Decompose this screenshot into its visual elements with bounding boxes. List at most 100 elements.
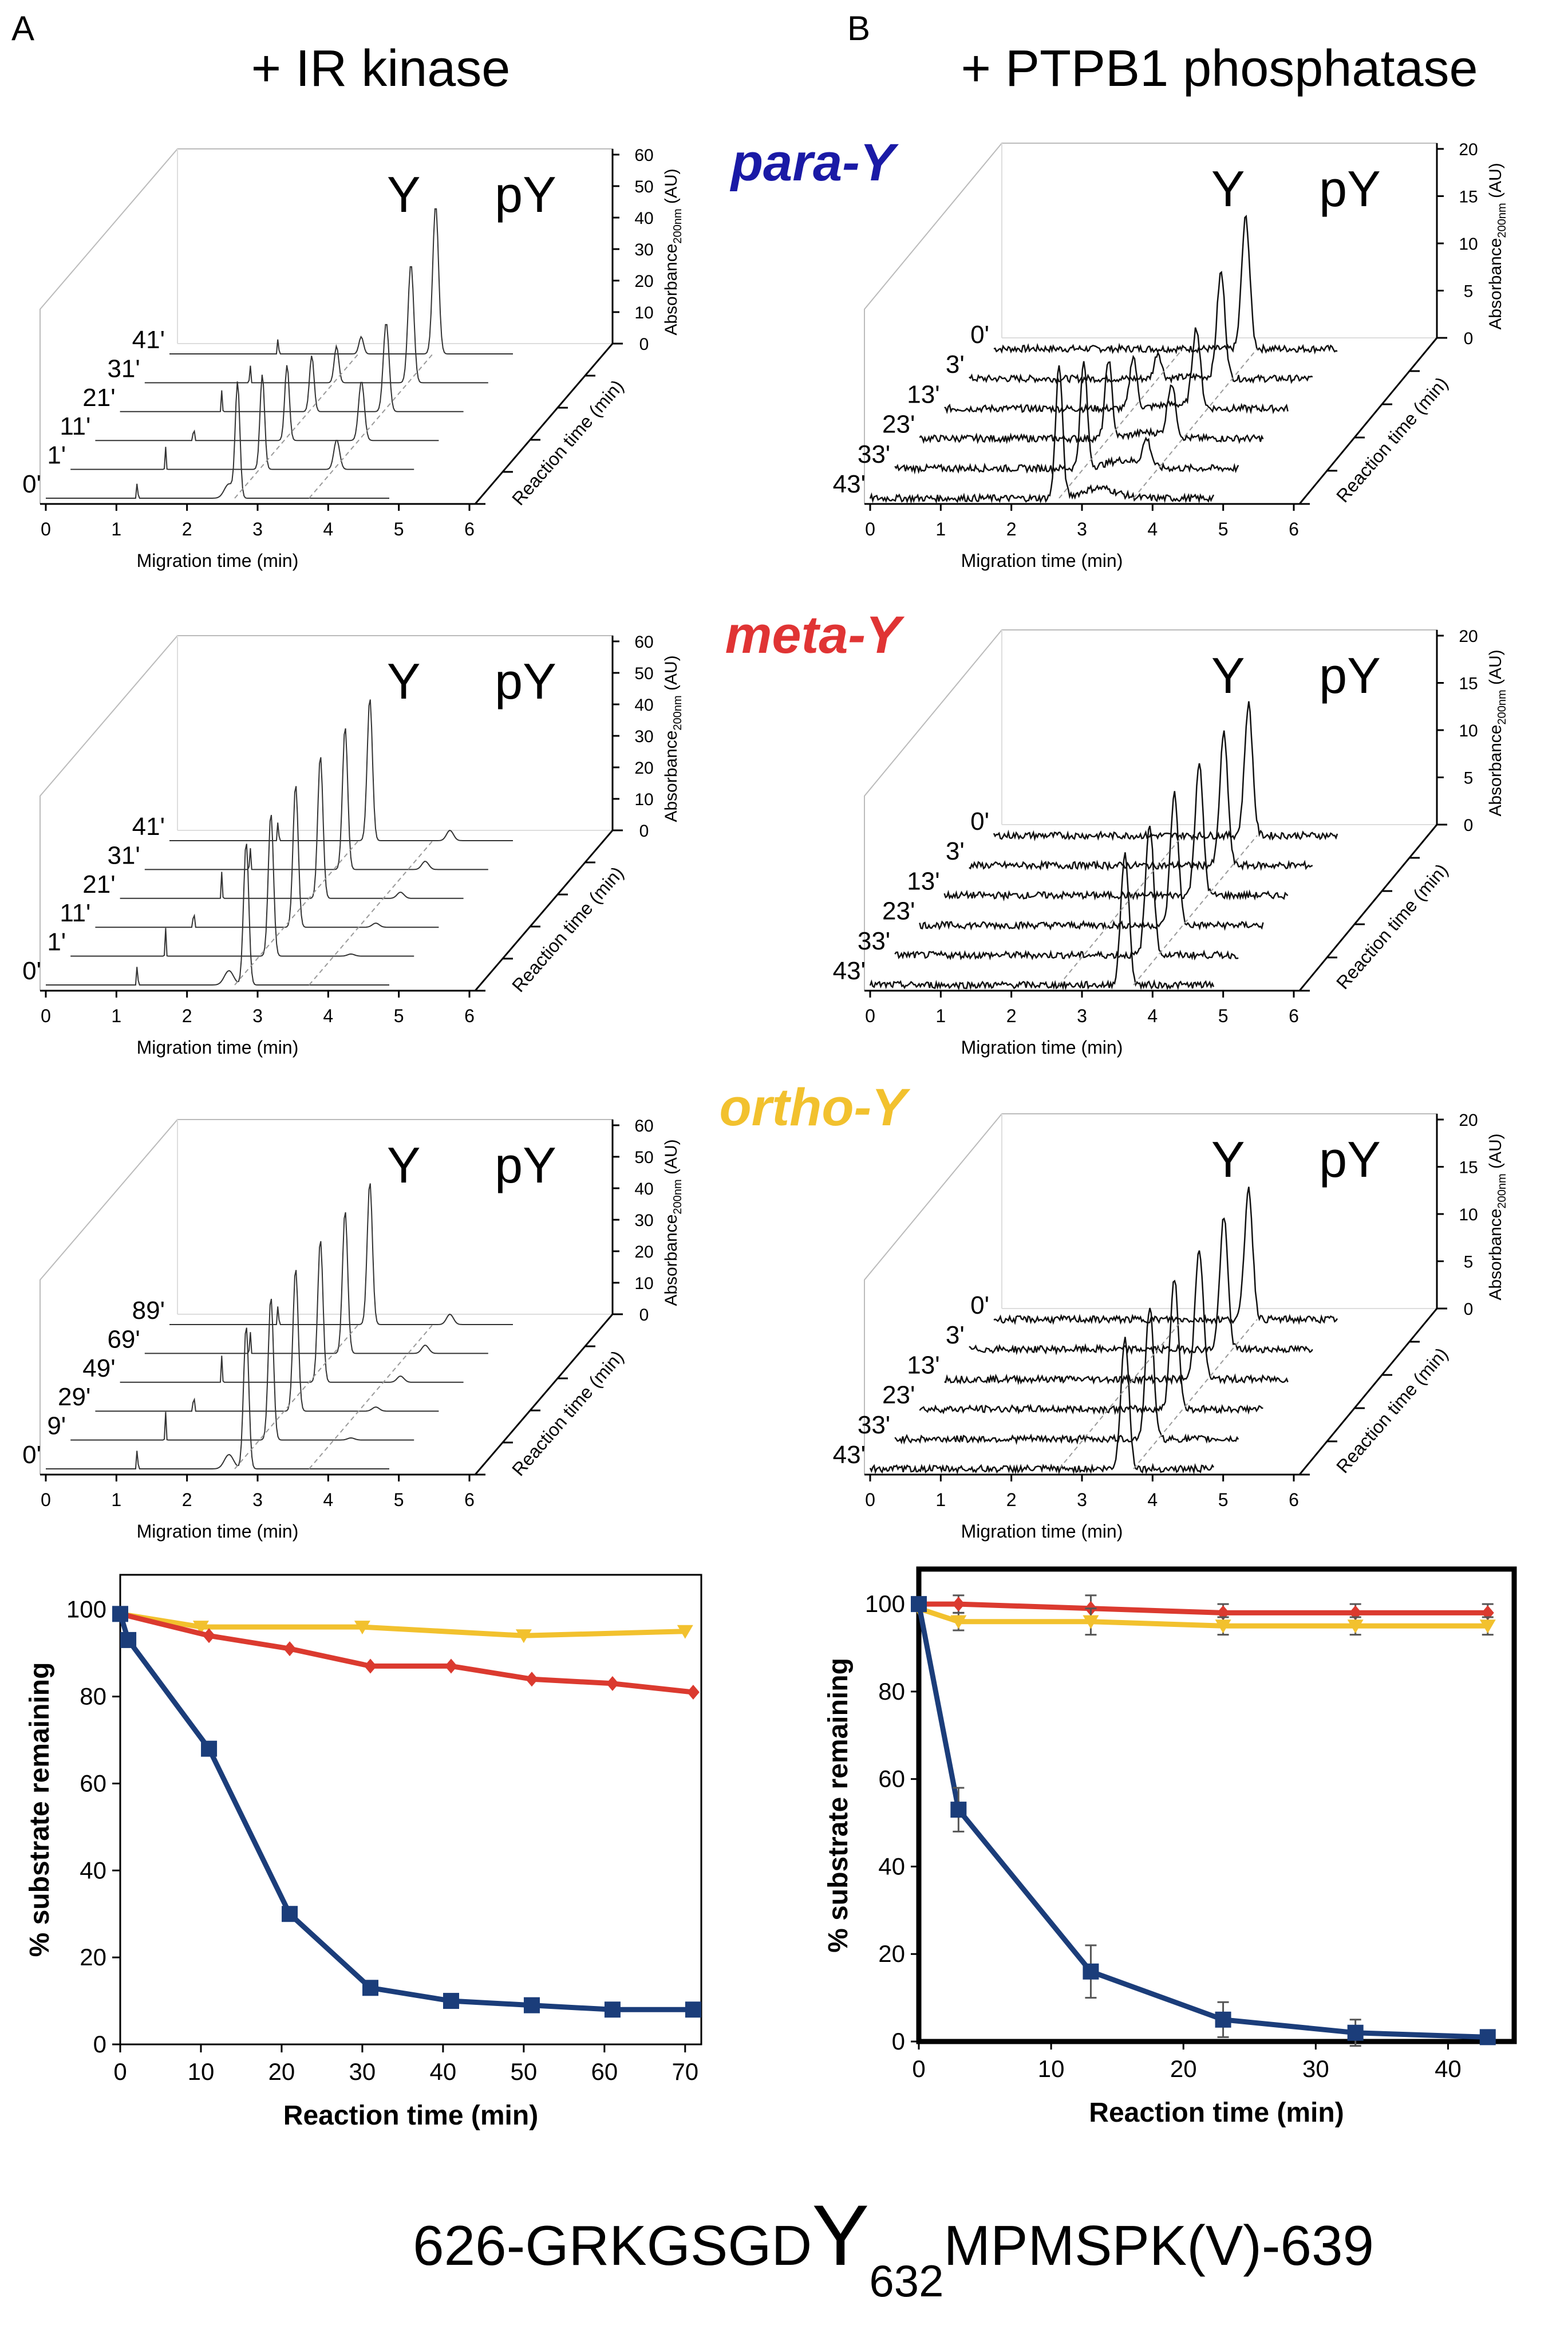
migration-tick-label: 3	[252, 519, 263, 539]
absorbance-tick-label: 60	[634, 1117, 653, 1136]
marker-triangle	[192, 1621, 209, 1635]
absorbance-tick-label: 20	[634, 272, 653, 291]
peak-label-py: pY	[1319, 647, 1381, 704]
reaction-time-label: 3'	[946, 350, 965, 379]
reaction-time-label: 69'	[107, 1325, 140, 1353]
peak-guide-line	[1059, 1319, 1183, 1469]
panel-letter-b: B	[847, 9, 870, 48]
peak-guide-line	[1133, 835, 1258, 986]
reaction-time-label: 9'	[47, 1412, 66, 1440]
x-tick-label: 60	[591, 2058, 618, 2085]
trace-33	[894, 825, 1239, 961]
reaction-axis-line	[1298, 337, 1438, 505]
y-tick-label: 60	[80, 1770, 106, 1796]
peak-label-y: Y	[1211, 647, 1245, 704]
reaction-time-label: 0'	[22, 470, 41, 498]
absorbance-tick-label: 20	[634, 1243, 653, 1262]
marker-square	[950, 1802, 967, 1818]
series-line	[918, 1606, 1488, 1629]
absorbance-tick-label: 20	[1459, 1111, 1478, 1130]
y-tick-label: 100	[865, 1590, 905, 1617]
trace-89	[169, 1183, 513, 1325]
trace-41	[169, 208, 513, 354]
absorbance-tick-label: 0	[1464, 329, 1474, 348]
trace-11	[95, 786, 439, 928]
marker-diamond	[686, 1685, 700, 1700]
absorbance-tick-label: 0	[1464, 816, 1474, 835]
absorbance-tick-label: 60	[634, 146, 653, 165]
migration-tick-label: 6	[1289, 519, 1299, 539]
marker-diamond	[364, 1658, 377, 1674]
reaction-time-label: 89'	[132, 1296, 165, 1325]
marker-square	[443, 1993, 459, 2009]
migration-tick-label: 4	[323, 1489, 333, 1510]
reaction-axis-line	[1298, 1308, 1438, 1475]
marker-square	[120, 1631, 137, 1648]
peak-label-py: pY	[495, 1137, 556, 1193]
peak-guide-line	[1133, 348, 1258, 499]
migration-tick-label: 4	[323, 519, 333, 539]
absorbance-tick-label: 0	[1464, 1300, 1474, 1319]
sequence-prefix: 626-GRKGSGD	[413, 2214, 812, 2277]
absorbance-tick-label: 10	[634, 1274, 653, 1293]
peak-guide-line	[1059, 348, 1183, 499]
peak-guide-line	[309, 353, 433, 499]
reaction-time-label: 33'	[858, 1411, 890, 1439]
absorbance-tick-label: 5	[1464, 769, 1474, 788]
trace-0	[993, 1187, 1338, 1325]
reaction-time-label: 13'	[907, 1351, 939, 1379]
reaction-time-label: 3'	[946, 1321, 965, 1349]
migration-tick-label: 2	[1006, 1489, 1017, 1510]
peak-label-py: pY	[1319, 1131, 1381, 1188]
migration-tick-label: 6	[464, 1006, 475, 1026]
y-tick-label: 100	[66, 1596, 106, 1623]
marker-square	[1083, 1963, 1099, 1980]
absorbance-label-subscript: 200nm	[1496, 689, 1508, 724]
migration-tick-label: 1	[935, 519, 946, 539]
marker-diamond	[606, 1676, 619, 1691]
migration-tick-label: 0	[865, 1489, 875, 1510]
reaction-axis-line	[474, 343, 614, 505]
reaction-time-label: 41'	[132, 813, 165, 841]
peak-guide-line	[1059, 835, 1183, 986]
absorbance-label-main: Absorbance	[662, 731, 681, 822]
absorbance-label-main: Absorbance	[1486, 238, 1505, 330]
trace-0	[46, 381, 389, 499]
x-tick-label: 10	[188, 2058, 215, 2085]
marker-triangle	[1083, 1615, 1099, 1629]
series-meta-Y	[913, 1594, 1494, 1623]
x-axis-label: Reaction time (min)	[283, 2100, 538, 2131]
migration-tick-label: 5	[1218, 1489, 1229, 1510]
trace-33	[894, 1307, 1239, 1445]
trace-49	[120, 1241, 464, 1383]
reaction-time-label: 33'	[858, 440, 890, 468]
migration-tick-label: 2	[182, 1006, 192, 1026]
peak-guide-line	[309, 1324, 433, 1469]
migration-tick-label: 1	[935, 1006, 946, 1026]
absorbance-axis-label: Absorbance200nm (AU)	[1486, 649, 1508, 816]
reaction-time-label: 29'	[58, 1383, 90, 1411]
trace-43	[869, 365, 1215, 505]
migration-tick-label: 4	[1147, 1489, 1158, 1510]
absorbance-tick-label: 0	[639, 822, 649, 841]
variant-label-ortho: ortho-Y	[719, 1078, 911, 1137]
migration-tick-label: 5	[394, 1006, 404, 1026]
absorbance-tick-label: 15	[1459, 675, 1478, 693]
y-tick-label: 20	[878, 1940, 905, 1967]
migration-tick-label: 5	[394, 1489, 404, 1510]
absorbance-tick-label: 5	[1464, 282, 1474, 301]
series-para-Y	[911, 1596, 1496, 2047]
absorbance-tick-label: 40	[634, 696, 653, 715]
absorbance-axis-label: Absorbance200nm (AU)	[662, 655, 684, 822]
trace-29	[95, 1270, 439, 1412]
trace-31	[144, 266, 488, 384]
peak-label-y: Y	[387, 1137, 421, 1193]
trace-3	[969, 1217, 1313, 1355]
trace-11	[95, 365, 439, 442]
marker-square	[911, 1596, 927, 1613]
y-tick-label: 40	[80, 1857, 106, 1883]
migration-axis-label: Migration time (min)	[137, 1037, 299, 1058]
